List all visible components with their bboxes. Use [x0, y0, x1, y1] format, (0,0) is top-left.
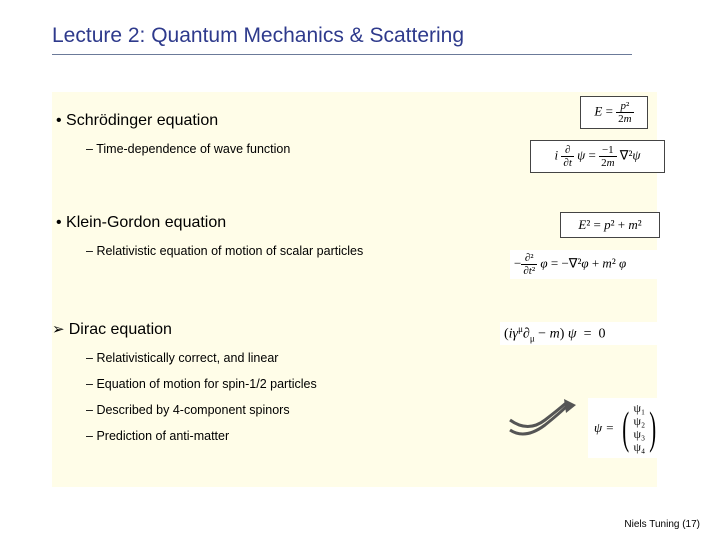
eq-kinetic: E = p²2m [580, 96, 648, 129]
eq-klein-gordon: −∂²∂t² φ = −∇²φ + m² φ [510, 250, 680, 279]
curved-arrow-icon [500, 395, 580, 445]
sub-rel-linear: Relativistically correct, and linear [100, 351, 317, 365]
heading-dirac: Dirac equation [70, 320, 317, 339]
heading-klein-gordon: Klein-Gordon equation [70, 214, 363, 232]
sub-time-dependence: Time-dependence of wave function [100, 142, 290, 156]
sub-relativistic-scalar: Relativistic equation of motion of scala… [100, 244, 363, 258]
sub-antimatter: Prediction of anti-matter [100, 429, 317, 443]
title-underline [52, 54, 632, 55]
spinor-comp-4: ψ₄ [633, 441, 645, 454]
eq-kg-relation: E² = p² + m² [560, 212, 660, 238]
section-klein-gordon: Klein-Gordon equation Relativistic equat… [70, 214, 363, 258]
spinor-column: ψ₁ ψ₂ ψ₃ ψ₄ [633, 402, 645, 454]
eq-schrodinger: i ∂∂t ψ = −12m ∇²ψ [530, 140, 665, 173]
eq-dirac: (iγμ∂μ − m) ψ = 0 [500, 322, 670, 345]
sub-spin-half: Equation of motion for spin-1/2 particle… [100, 377, 317, 391]
eq-spinor: ψ = ( ψ₁ ψ₂ ψ₃ ψ₄ ) [588, 398, 666, 458]
section-schrodinger: Schrödinger equation Time-dependence of … [70, 112, 290, 156]
heading-schrodinger: Schrödinger equation [70, 112, 290, 130]
sub-4-component: Described by 4-component spinors [100, 403, 317, 417]
spinor-lhs: ψ = [594, 420, 614, 436]
section-dirac: Dirac equation Relativistically correct,… [70, 320, 317, 443]
footer-credit: Niels Tuning (17) [624, 519, 700, 530]
slide-title: Lecture 2: Quantum Mechanics & Scatterin… [52, 24, 464, 48]
